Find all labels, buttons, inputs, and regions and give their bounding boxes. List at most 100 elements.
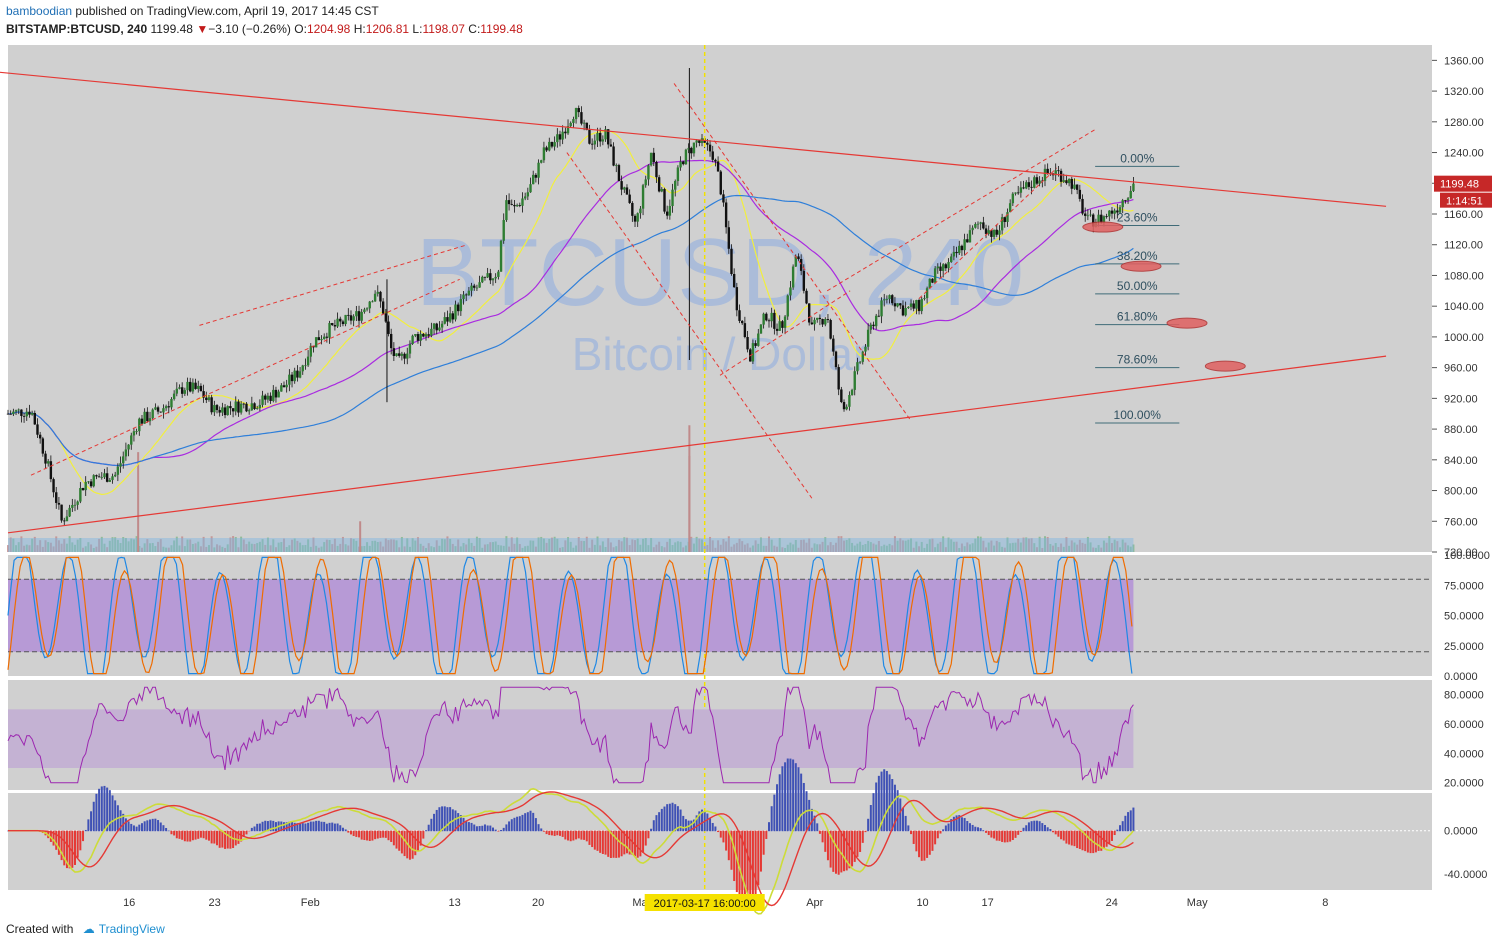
macd-hist-bar [883,769,886,832]
macd-hist-bar [253,826,256,832]
volume-bar [213,547,216,552]
macd-hist-bar [1094,830,1097,853]
macd-hist-bar [513,817,516,832]
candle-body [138,418,141,432]
volume-bar [191,543,194,552]
volume-bar [344,544,347,552]
volume-bar [143,543,146,552]
candle-body [955,251,958,254]
candle-body [68,507,71,517]
candle-body [1105,216,1108,218]
macd-hist-bar [607,830,610,857]
low-value: 1198.07 [422,22,465,36]
candle-body [499,240,503,272]
volume-bar [416,537,419,552]
watermark-symbol: BTCUSD, 240 [416,219,1024,326]
candle-body [832,338,835,352]
macd-hist-bar [591,830,594,848]
volume-bar [829,542,832,552]
volume-bar [103,543,106,552]
volume-bar [513,543,516,552]
macd-hist-bar [875,782,878,832]
macd-hist-bar [572,830,575,841]
volume-bar [355,540,358,552]
candle-body [309,345,312,357]
volume-bar [315,545,318,552]
candle-body [548,141,551,151]
volume-bar [1025,537,1028,552]
volume-bar [1035,547,1038,552]
candle-body [419,333,422,341]
fib-label-0: 0.00% [1120,151,1154,165]
candle-body [636,213,639,222]
candle-body [682,161,685,165]
candle-body [38,434,42,439]
macd-hist-bar [1038,821,1041,832]
macd-hist-bar [869,805,872,832]
candle-body [757,333,760,346]
candle-body [735,287,739,311]
volume-bar [9,537,12,552]
indicators [7,556,1432,915]
macd-hist-bar [1108,830,1111,845]
channel-line-2 [566,152,813,499]
price-tick-label-7: 1080.00 [1444,270,1484,282]
volume-bar [256,543,259,552]
tradingview-logo-icon[interactable]: ☁ [82,922,95,936]
volume-bar [414,540,417,552]
volume-bar [202,536,205,552]
moving-averages [7,130,1134,496]
macd-hist-bar [580,830,583,840]
macd-hist-bar [1009,830,1012,842]
candle-body [572,119,575,123]
candle-body [623,187,626,190]
candle-body [550,141,554,147]
candle-body [451,313,455,320]
macd-hist-bar [189,830,192,842]
volume-bar [668,538,671,552]
macd-hist-bar [467,822,470,832]
tradingview-brand[interactable]: TradingView [98,922,165,936]
volume-bar [347,545,350,552]
volume-bar [478,538,481,552]
volume-bar [612,547,615,552]
macd-hist-bar [1084,830,1087,852]
volume-bar [92,547,95,552]
candle-body [920,298,923,312]
macd-hist-bar [920,830,923,861]
macd-hist-bar [567,830,570,841]
volume-bar [754,540,757,552]
volume-bar [588,547,591,552]
volume-bar [891,545,894,552]
candle-body [186,381,189,391]
candle-body [140,418,144,424]
volume-bar [1078,539,1081,552]
candle-body [607,129,610,145]
volume-bar [805,542,808,552]
volume-bar [714,547,717,552]
volume-bar [408,546,411,552]
volume-bar [1038,536,1041,552]
volume-bar [232,536,235,552]
volume-bar [998,542,1001,552]
last-price: 1199.48 [150,22,193,36]
author-link[interactable]: bamboodian [6,4,73,18]
macd-hist-bar [971,824,974,832]
volume-bar [1124,542,1127,552]
volume-bar [159,539,162,552]
volume-bar [821,541,824,552]
volume-bar [556,538,559,552]
macd-hist-bar [205,830,208,840]
price-tick-label-12: 880.00 [1444,424,1478,436]
volume-bar [762,545,765,552]
volume-bar [218,545,221,552]
volume-bar [127,541,130,552]
volume-bar [1073,542,1076,552]
candle-body [494,276,497,279]
candle-body [247,410,251,412]
macd-hist-bar [400,830,403,854]
macd-hist-bar [124,818,127,832]
candle-body [925,288,929,299]
volume-bar [1086,536,1089,552]
